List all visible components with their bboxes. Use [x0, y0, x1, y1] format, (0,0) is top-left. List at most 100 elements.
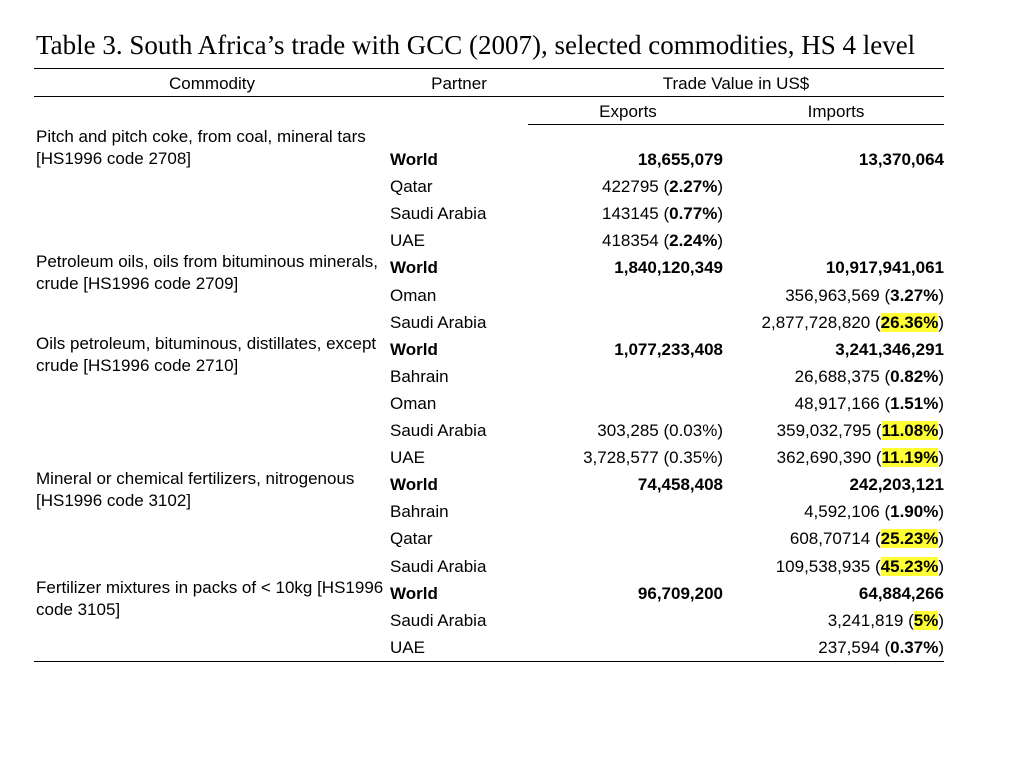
imports-value: 356,963,569: [785, 285, 880, 305]
imports-cell: 4,592,106 (1.90%): [804, 502, 944, 522]
bottom-rule: [34, 660, 944, 662]
partner-name: Oman: [390, 393, 437, 413]
table-title: Table 3. South Africa’s trade with GCC (…: [36, 30, 916, 60]
commodity-label: Oils petroleum, bituminous, distillates,…: [36, 333, 377, 375]
exports-value: 1,840,120,349: [614, 258, 723, 278]
exports-cell: 18,655,079: [638, 150, 723, 170]
header-imports: Imports: [807, 102, 865, 121]
partner-name: World: [390, 583, 438, 603]
imports-value: 3,241,819: [827, 610, 904, 630]
partner-name: World: [390, 339, 438, 359]
partner-name: Saudi Arabia: [390, 610, 487, 630]
exports-cell: 1,077,233,408: [614, 340, 723, 360]
imports-share: 11.08%: [881, 421, 939, 440]
partner-name: UAE: [390, 231, 425, 251]
imports-value: 48,917,166: [794, 393, 880, 413]
exports-cell: 3,728,577 (0.35%): [583, 448, 723, 468]
partner-name: Saudi Arabia: [390, 421, 487, 440]
imports-value: 242,203,121: [849, 475, 944, 495]
imports-value: 608,70714: [789, 529, 871, 549]
partner-name: World: [390, 475, 438, 495]
partner-name: World: [390, 150, 438, 169]
exports-value: 18,655,079: [637, 150, 723, 169]
partner-name: UAE: [390, 448, 425, 468]
exports-cell: 422795 (2.27%): [602, 177, 723, 197]
imports-cell: 26,688,375 (0.82%): [794, 366, 944, 386]
partner-name: Qatar: [390, 529, 433, 549]
header-trade-value: Trade Value in US$: [662, 74, 810, 93]
imports-value: 13,370,064: [858, 150, 944, 169]
header-partner: Partner: [431, 74, 487, 93]
imports-share: 25.23%: [880, 529, 939, 549]
imports-cell: 64,884,266: [859, 584, 944, 604]
partner-name: Saudi Arabia: [390, 556, 487, 576]
exports-value: 96,709,200: [637, 583, 723, 603]
commodity-label: Fertilizer mixtures in packs of < 10kg […: [36, 577, 384, 619]
imports-share: 11.19%: [881, 448, 939, 468]
header-commodity: Commodity: [169, 74, 255, 93]
imports-cell: 362,690,390 (11.19%): [776, 448, 944, 468]
exports-value: 418354: [602, 231, 659, 251]
imports-cell: 359,032,795 (11.08%): [776, 421, 944, 440]
imports-value: 64,884,266: [858, 583, 944, 603]
imports-cell: 242,203,121: [849, 475, 944, 495]
top-rule: [34, 68, 944, 69]
imports-cell: 10,917,941,061: [826, 258, 944, 278]
partner-name: Saudi Arabia: [390, 204, 487, 224]
exports-cell: 303,285 (0.03%): [597, 421, 723, 440]
imports-share: 45.23%: [880, 556, 939, 576]
partner-name: Saudi Arabia: [390, 312, 487, 332]
imports-cell: 237,594 (0.37%): [818, 637, 944, 657]
exports-share: 2.27%: [669, 177, 718, 197]
exports-cell: 96,709,200: [638, 584, 723, 604]
header-rule: [34, 96, 944, 97]
imports-share: 0.82%: [890, 366, 939, 386]
imports-cell: 2,877,728,820 (26.36%): [761, 312, 944, 332]
imports-cell: 356,963,569 (3.27%): [785, 285, 944, 305]
subheader-rule: [528, 124, 944, 125]
exports-value: 1,077,233,408: [614, 339, 723, 359]
exports-share: 0.77%: [669, 204, 718, 224]
exports-share: 0.35%: [669, 448, 718, 468]
imports-value: 237,594: [818, 637, 880, 657]
imports-cell: 48,917,166 (1.51%): [794, 393, 944, 413]
exports-share: 0.03%: [669, 421, 718, 440]
exports-cell: 1,840,120,349: [614, 258, 723, 278]
commodity-label: Mineral or chemical fertilizers, nitroge…: [36, 469, 355, 511]
exports-value: 303,285: [597, 421, 659, 440]
imports-cell: 3,241,346,291: [835, 340, 944, 360]
imports-share: 5%: [913, 610, 939, 630]
imports-share: 1.90%: [890, 502, 939, 522]
imports-cell: 13,370,064: [859, 150, 944, 170]
imports-cell: 109,538,935 (45.23%): [775, 556, 944, 576]
partner-name: World: [390, 258, 438, 278]
partner-name: Bahrain: [390, 366, 449, 386]
exports-cell: 143145 (0.77%): [602, 204, 723, 224]
exports-value: 74,458,408: [637, 475, 723, 495]
partner-name: Bahrain: [390, 502, 449, 522]
imports-cell: 3,241,819 (5%): [827, 610, 944, 630]
partner-name: UAE: [390, 637, 425, 657]
imports-share: 1.51%: [890, 393, 939, 413]
exports-share: 2.24%: [669, 231, 718, 251]
commodity-label: Pitch and pitch coke, from coal, mineral…: [36, 127, 366, 168]
partner-name: Oman: [390, 285, 437, 305]
header-exports: Exports: [599, 102, 657, 121]
imports-value: 10,917,941,061: [825, 258, 944, 278]
imports-cell: 608,70714 (25.23%): [789, 529, 944, 549]
imports-value: 109,538,935: [775, 556, 871, 576]
partner-name: Qatar: [390, 177, 433, 197]
exports-value: 3,728,577: [583, 448, 659, 468]
imports-share: 3.27%: [890, 285, 939, 305]
imports-value: 4,592,106: [804, 502, 880, 522]
imports-value: 362,690,390: [776, 448, 872, 468]
imports-value: 359,032,795: [776, 421, 872, 440]
imports-value: 26,688,375: [794, 366, 880, 386]
imports-share: 0.37%: [890, 637, 939, 657]
imports-value: 3,241,346,291: [835, 339, 944, 359]
imports-value: 2,877,728,820: [761, 312, 871, 332]
commodity-label: Petroleum oils, oils from bituminous min…: [36, 252, 379, 294]
exports-value: 143145: [602, 204, 659, 224]
imports-share: 26.36%: [880, 312, 939, 332]
exports-cell: 74,458,408: [638, 475, 723, 495]
